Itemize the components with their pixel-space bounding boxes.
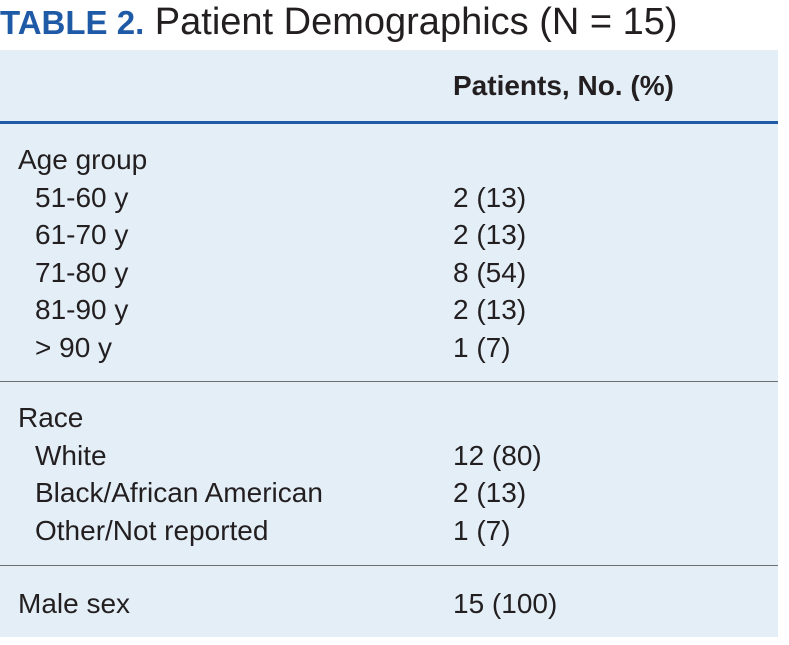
row-value: 1 (7) [453,331,511,363]
table-header-row: Patients, No. (%) [0,50,778,122]
row-value: 8 (54) [453,256,527,288]
section-heading-row: Age group [0,141,778,179]
row-label: White [35,439,107,471]
section-male-sex: Male sex 15 (100) [0,585,778,623]
section-heading: Race [18,402,84,433]
row-label: 61-70 y [35,219,129,250]
row-value: 12 (80) [453,439,542,471]
row-label: Black/African American [35,477,323,508]
row-label: > 90 y [35,331,113,363]
section-heading: Male sex [18,588,131,619]
table-row: 81-90 y 2 (13) [0,291,778,329]
table-caption: Patient Demographics (N = 15) [144,1,678,43]
row-value: 1 (7) [453,514,511,546]
row-value: 2 (13) [453,181,527,213]
section-divider [0,565,778,566]
table-number-separator: . [135,4,145,41]
row-value: 2 (13) [453,294,527,325]
table-row: 71-80 y 8 (54) [0,254,778,292]
row-label: 51-60 y [35,181,129,213]
table-number-label: TABLE 2 [0,4,136,41]
section-race: Race White 12 (80) Black/African America… [0,399,778,549]
section-age-group: Age group 51-60 y 2 (13) 61-70 y 2 (13) … [0,141,778,366]
table-row: White 12 (80) [0,437,778,475]
table-row: > 90 y 1 (7) [0,329,778,367]
header-rule [0,121,778,124]
section-heading: Age group [18,144,148,175]
table-title: TABLE 2. Patient Demographics (N = 15) [0,0,678,48]
column-header-patients: Patients, No. (%) [453,70,674,101]
table-row: Black/African American 2 (13) [0,474,778,512]
row-label: Other/Not reported [35,514,269,546]
row-value: 15 (100) [453,588,558,619]
row-value: 2 (13) [453,477,527,508]
table-row: 51-60 y 2 (13) [0,179,778,217]
demographics-table: Patients, No. (%) Age group 51-60 y 2 (1… [0,50,778,637]
row-value: 2 (13) [453,219,527,250]
section-heading-row: Race [0,399,778,437]
table-row: 61-70 y 2 (13) [0,216,778,254]
table-row: Male sex 15 (100) [0,585,778,623]
table-row: Other/Not reported 1 (7) [0,512,778,550]
row-label: 81-90 y [35,294,129,325]
row-label: 71-80 y [35,256,129,288]
section-divider [0,381,778,382]
